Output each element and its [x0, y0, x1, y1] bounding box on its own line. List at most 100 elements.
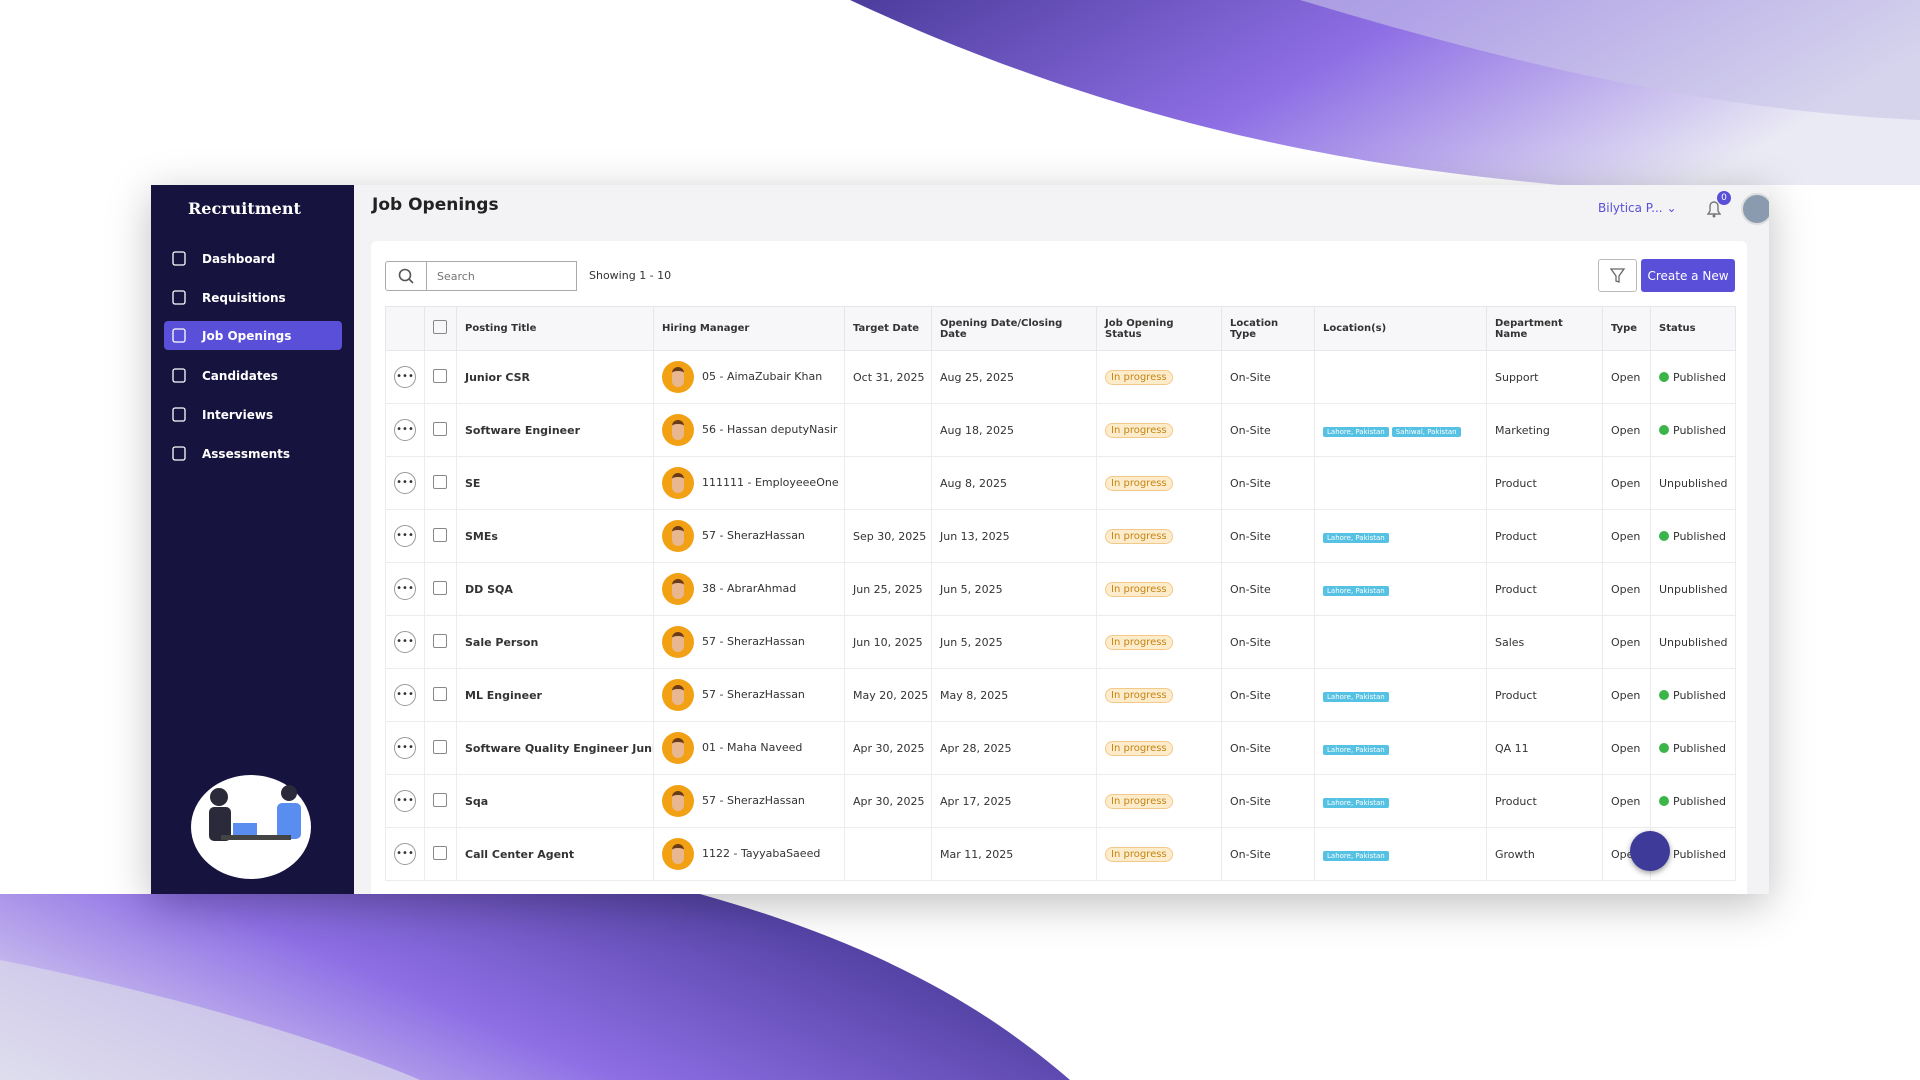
nav-item[interactable]: Assessments [164, 439, 342, 468]
cell: ••• [385, 827, 425, 881]
published-icon [1659, 795, 1669, 806]
header-cell [385, 306, 425, 351]
row-checkbox[interactable] [433, 633, 447, 648]
target-date: Jun 10, 2025 [844, 615, 932, 669]
cell [424, 562, 457, 616]
location-chip: Lahore, Pakistan [1323, 585, 1389, 596]
nav-item[interactable]: Requisitions [164, 283, 342, 312]
locations: Lahore, Pakistan [1314, 509, 1487, 563]
chatbot-button[interactable] [1630, 831, 1670, 871]
manager-name: 111111 - EmployeeeOne [702, 476, 839, 489]
location-type: On-Site [1221, 403, 1315, 457]
target-date: Apr 30, 2025 [844, 721, 932, 775]
org-name: Bilytica P... [1598, 201, 1663, 215]
avatar [662, 732, 694, 764]
opening-date: Jun 13, 2025 [931, 509, 1097, 563]
row-checkbox[interactable] [433, 845, 447, 860]
location-type: On-Site [1221, 721, 1315, 775]
row-menu[interactable]: ••• [394, 419, 416, 441]
status-pill: In progress [1105, 846, 1173, 862]
cell: In progress [1096, 827, 1222, 881]
row-menu[interactable]: ••• [394, 684, 416, 706]
row-checkbox[interactable] [433, 686, 447, 701]
status-pill: In progress [1105, 475, 1173, 491]
type: Open [1602, 350, 1651, 404]
search-button[interactable] [385, 261, 427, 291]
nav-item[interactable]: Dashboard [164, 244, 342, 273]
cell: Published [1650, 721, 1736, 775]
cell [424, 456, 457, 510]
publish-status: Published [1673, 741, 1726, 755]
target-date: May 20, 2025 [844, 668, 932, 722]
cell [424, 721, 457, 775]
row-menu[interactable]: ••• [394, 631, 416, 653]
row-menu[interactable]: ••• [394, 737, 416, 759]
header-row: Posting Title Hiring Manager Target Date Op… [385, 306, 1736, 351]
cell: ••• [385, 403, 425, 457]
cell: ••• [385, 509, 425, 563]
cell: In progress [1096, 403, 1222, 457]
org-selector[interactable]: Bilytica P... ⌄ [1598, 201, 1677, 215]
create-button[interactable]: Create a New [1641, 259, 1735, 292]
row-menu[interactable]: ••• [394, 472, 416, 494]
location-type: On-Site [1221, 774, 1315, 828]
nav-label: Job Openings [202, 328, 292, 343]
row-menu[interactable]: ••• [394, 578, 416, 600]
opening-date: Jun 5, 2025 [931, 615, 1097, 669]
status-pill: In progress [1105, 634, 1173, 650]
department: Growth [1486, 827, 1603, 881]
cell: Unpublished [1650, 615, 1736, 669]
search-input[interactable] [427, 261, 577, 291]
user-avatar[interactable] [1741, 193, 1769, 225]
row-menu[interactable]: ••• [394, 790, 416, 812]
row-checkbox[interactable] [433, 739, 447, 754]
row-menu[interactable]: ••• [394, 525, 416, 547]
row-checkbox[interactable] [433, 421, 447, 436]
posting-title: Sqa [456, 774, 654, 828]
row-menu[interactable]: ••• [394, 366, 416, 388]
row-checkbox[interactable] [433, 580, 447, 595]
hiring-manager: 57 - SherazHassan [653, 668, 845, 722]
department: Sales [1486, 615, 1603, 669]
row-menu[interactable]: ••• [394, 843, 416, 865]
filter-button[interactable] [1598, 259, 1637, 292]
hiring-manager: 38 - AbrarAhmad [653, 562, 845, 616]
nav-icon [172, 446, 186, 461]
published-icon [1659, 742, 1669, 753]
row-checkbox[interactable] [433, 792, 447, 807]
cell: ••• [385, 615, 425, 669]
locations: Lahore, Pakistan [1314, 562, 1487, 616]
select-all-checkbox[interactable] [433, 320, 447, 334]
type: Open [1602, 403, 1651, 457]
bell-icon[interactable] [1703, 197, 1725, 221]
locations [1314, 456, 1487, 510]
nav-icon [172, 368, 186, 383]
location-type: On-Site [1221, 668, 1315, 722]
opening-date: May 8, 2025 [931, 668, 1097, 722]
nav-icon [172, 328, 186, 343]
cell [424, 668, 457, 722]
opening-date: Aug 18, 2025 [931, 403, 1097, 457]
cell: ••• [385, 350, 425, 404]
nav-item[interactable]: Interviews [164, 400, 342, 429]
header-cell: Opening Date/Closing Date [931, 306, 1097, 351]
nav-item[interactable]: Candidates [164, 361, 342, 390]
posting-title: DD SQA [456, 562, 654, 616]
location-type: On-Site [1221, 350, 1315, 404]
row-checkbox[interactable] [433, 527, 447, 542]
sidebar: Recruitment Dashboard Requisitions Job Ope… [151, 185, 354, 894]
status-pill: In progress [1105, 369, 1173, 385]
opening-date: Apr 28, 2025 [931, 721, 1097, 775]
table-row: ••• Software Quality Engineer Junior 01 - … [385, 721, 1736, 775]
location-type: On-Site [1221, 615, 1315, 669]
row-checkbox[interactable] [433, 474, 447, 489]
published-icon [1659, 424, 1669, 435]
cell: In progress [1096, 774, 1222, 828]
manager-name: 57 - SherazHassan [702, 529, 805, 542]
cell: ••• [385, 721, 425, 775]
nav-item[interactable]: Job Openings [164, 321, 342, 350]
row-checkbox[interactable] [433, 368, 447, 383]
manager-name: 1122 - TayyabaSaeed [702, 847, 821, 860]
cell: Published [1650, 774, 1736, 828]
